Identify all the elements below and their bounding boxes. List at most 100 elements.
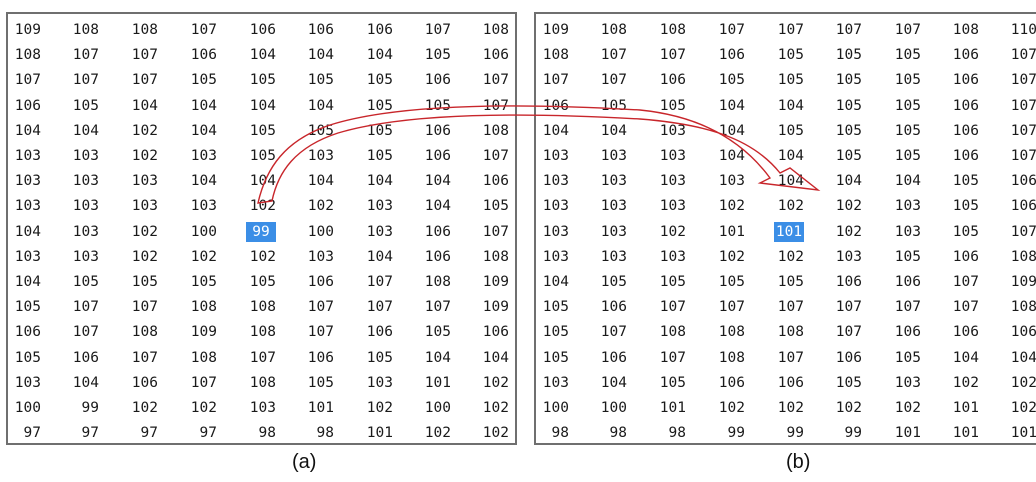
grid-cell: 102: [131, 400, 158, 416]
grid-cell: 106: [190, 47, 217, 64]
grid-row: 109 108 108 107 106 106 106 107 108: [8, 20, 515, 45]
grid-cell: 105: [835, 148, 862, 164]
grid-cell: 104: [542, 274, 569, 290]
grid-cell: 103: [14, 148, 41, 164]
grid-cell: 103: [14, 173, 41, 190]
grid-cell: 104: [366, 47, 393, 64]
grid-cell: 102: [835, 223, 862, 240]
grid-cell: 104: [835, 173, 862, 190]
grid-row: 103 103 103 102 102 102 103 105 106: [536, 196, 1036, 221]
grid-cell: 98: [258, 425, 276, 442]
highlighted-cell: 99: [246, 221, 276, 242]
grid-cell: 107: [72, 72, 99, 89]
grid-cell: 100: [14, 400, 41, 416]
grid-cell: 107: [424, 299, 451, 316]
grid-cell: 108: [542, 47, 569, 64]
grid-cell: 103: [835, 248, 862, 265]
grid-cell: 107: [249, 349, 276, 366]
grid-cell: 105: [894, 122, 921, 139]
grid-cell: 104: [424, 349, 451, 366]
grid-cell: 105: [894, 248, 921, 265]
grid-cell: 106: [14, 324, 41, 341]
grid-cell: 105: [952, 223, 979, 240]
grid-cell: 104: [482, 349, 509, 366]
grid-cell: 108: [777, 324, 804, 341]
grid-cell: 106: [366, 324, 393, 341]
grid-cell: 104: [1010, 349, 1036, 366]
grid-cell: 103: [600, 223, 627, 240]
grid-cell: 106: [131, 374, 158, 391]
grid-cell: 107: [72, 47, 99, 64]
grid-row: 107 107 106 105 105 105 105 106 107: [536, 70, 1036, 95]
grid-cell: 107: [894, 299, 921, 316]
grid-cell: 106: [952, 324, 979, 341]
grid-cell: 103: [72, 148, 99, 164]
grid-cell: 106: [952, 148, 979, 164]
grid-cell: 104: [777, 97, 804, 114]
grid-cell: 99: [786, 425, 804, 442]
grid-cell: 104: [190, 97, 217, 114]
grid-cell: 107: [72, 299, 99, 316]
grid-cell: 110: [1010, 22, 1036, 38]
grid-cell: 107: [718, 22, 745, 38]
grid-cell: 103: [542, 248, 569, 265]
grid-cell: 107: [835, 22, 862, 38]
grid-cell: 106: [424, 148, 451, 164]
grid-cell: 107: [600, 72, 627, 89]
grid-cell: 105: [835, 97, 862, 114]
curved-arrow-icon: [257, 105, 821, 204]
grid-cell: 106: [542, 97, 569, 114]
grid-cell: 102: [777, 248, 804, 265]
grid-cell: 108: [14, 47, 41, 64]
pixel-grid-a: 109 108 108 107 106 106 106 107 108 108 107 107 106 1…: [6, 12, 517, 445]
grid-row: 104 105 105 105 105 106 107 108 109: [8, 272, 515, 297]
grid-cell: 107: [1010, 223, 1036, 240]
grid-cell: 103: [894, 198, 921, 215]
grid-cell: 98: [551, 425, 569, 442]
grid-cell: 106: [424, 248, 451, 265]
grid-cell: 107: [482, 72, 509, 89]
grid-row: 103 103 103 104 104 104 104 104 106: [8, 171, 515, 196]
grid-cell: 108: [249, 324, 276, 341]
grid-cell: 99: [727, 425, 745, 442]
grid-cell: 107: [424, 22, 451, 38]
grid-cell: 107: [600, 47, 627, 64]
grid-cell: 102: [131, 122, 158, 139]
grid-cell: 102: [482, 400, 509, 416]
grid-cell: 103: [72, 198, 99, 215]
grid-cell: 104: [718, 148, 745, 164]
grid-cell: 103: [600, 248, 627, 265]
grid-row: 109 108 108 107 107 107 107 108 110: [536, 20, 1036, 45]
grid-cell: 102: [249, 248, 276, 265]
grid-row: 98 98 98 99 99 99 101 101 101: [536, 423, 1036, 443]
grid-cell: 104: [366, 248, 393, 265]
grid-cell: 108: [1010, 248, 1036, 265]
pixel-grid-b: 109 108 108 107 107 107 107 108 110 108 107 107 106 1…: [534, 12, 1036, 445]
grid-cell: 105: [190, 274, 217, 290]
grid-cell: 106: [424, 72, 451, 89]
grid-cell: 107: [952, 274, 979, 290]
grid-cell: 108: [131, 22, 158, 38]
grid-cell: 106: [718, 374, 745, 391]
grid-cell: 107: [190, 374, 217, 391]
grid-cell: 105: [894, 148, 921, 164]
grid-cell: 102: [424, 425, 451, 442]
grid-cell: 105: [952, 173, 979, 190]
grid-cell: 107: [307, 324, 334, 341]
grid-cell: 109: [1010, 274, 1036, 290]
grid-cell: 106: [424, 223, 451, 240]
grid-cell: 108: [482, 122, 509, 139]
grid-cell: 106: [307, 349, 334, 366]
grid-cell: 105: [835, 72, 862, 89]
grid-cell: 106: [835, 274, 862, 290]
grid-cell: 104: [72, 122, 99, 139]
grid-cell: 105: [482, 198, 509, 215]
grid-row: 105 106 107 108 107 106 105 104 104: [8, 348, 515, 373]
grid-cell: 108: [718, 324, 745, 341]
grid-cell: 106: [14, 97, 41, 114]
grid-cell: 104: [777, 148, 804, 164]
grid-cell: 102: [249, 198, 276, 215]
grid-cell: 105: [894, 349, 921, 366]
grid-cell: 106: [718, 47, 745, 64]
grid-row: 105 107 107 108 108 107 107 107 109: [8, 297, 515, 322]
